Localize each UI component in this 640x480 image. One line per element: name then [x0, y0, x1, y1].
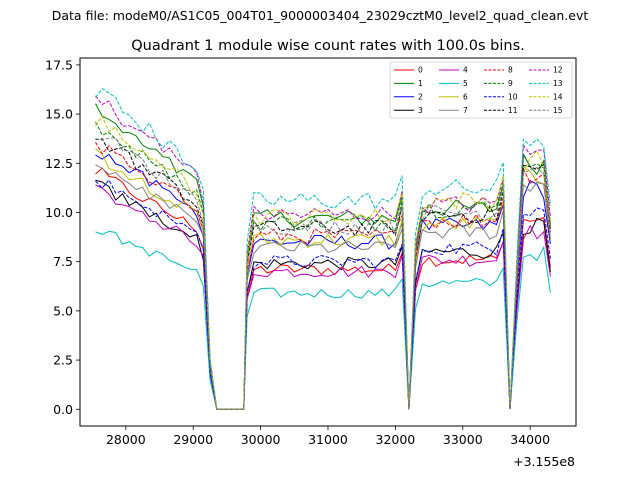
axes-layer: 28000 29000 30000 31000 32000 33000 34000 0.0 2.…	[45, 57, 577, 447]
y-tick-label: 12.5	[45, 156, 73, 171]
legend-label-4: 4	[463, 66, 468, 75]
legend-label-5: 5	[463, 79, 468, 88]
x-tick-label: 33000	[443, 432, 483, 447]
series-line-13	[95, 87, 551, 410]
y-tick-label: 17.5	[45, 57, 73, 72]
x-tick-label: 32000	[376, 432, 416, 447]
legend-label-2: 2	[418, 93, 423, 102]
series-line-11	[95, 138, 551, 410]
series-line-14	[95, 115, 551, 410]
legend-label-12: 12	[553, 66, 563, 75]
x-tick-label: 29000	[173, 432, 213, 447]
legend-label-10: 10	[508, 93, 518, 102]
x-offset-label: +3.155e8	[513, 454, 575, 469]
series-line-0	[95, 167, 551, 410]
legend-label-14: 14	[553, 93, 563, 102]
x-tick-label: 30000	[241, 432, 281, 447]
series-line-5	[95, 230, 551, 410]
legend-label-11: 11	[508, 106, 518, 115]
x-tick-label: 34000	[510, 432, 550, 447]
x-tick-label: 31000	[308, 432, 348, 447]
legend-label-15: 15	[553, 106, 563, 115]
y-tick-label: 0.0	[53, 402, 73, 417]
series-layer	[95, 87, 551, 410]
legend-label-9: 9	[508, 79, 513, 88]
y-tick-label: 7.5	[53, 254, 73, 269]
legend-label-8: 8	[508, 66, 513, 75]
y-tick-label: 5.0	[53, 303, 73, 318]
y-tick-label: 2.5	[53, 353, 73, 368]
y-tick-label: 15.0	[45, 107, 73, 122]
x-tick-label: 28000	[106, 432, 146, 447]
y-tick-label: 10.0	[45, 205, 73, 220]
series-line-12	[95, 95, 551, 410]
figure-suptitle: Data file: modeM0/AS1C05_004T01_90000034…	[52, 8, 589, 23]
legend-label-13: 13	[553, 79, 563, 88]
legend-label-7: 7	[463, 106, 468, 115]
series-line-7	[95, 164, 551, 410]
series-line-9	[95, 121, 551, 410]
series-line-8	[95, 141, 551, 410]
legend-box	[389, 61, 573, 119]
series-line-10	[95, 179, 551, 410]
series-line-3	[95, 179, 551, 410]
chart-title: Quadrant 1 module wise count rates with …	[131, 38, 525, 54]
legend-label-3: 3	[418, 106, 423, 115]
series-line-6	[95, 148, 551, 410]
legend-label-0: 0	[418, 66, 423, 75]
series-line-4	[95, 184, 551, 410]
legend-label-6: 6	[463, 93, 468, 102]
series-line-15	[95, 137, 551, 410]
legend-label-1: 1	[418, 79, 423, 88]
series-line-1	[95, 103, 551, 410]
